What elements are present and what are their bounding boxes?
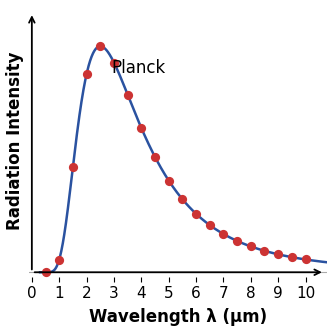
Y-axis label: Radiation Intensity: Radiation Intensity [6, 52, 24, 230]
Point [125, 92, 130, 97]
Point [139, 125, 144, 130]
Point [248, 244, 253, 249]
Point [98, 43, 103, 49]
Point [303, 257, 308, 262]
Point [289, 255, 294, 260]
Point [70, 164, 76, 170]
Point [153, 154, 158, 160]
Point [180, 197, 185, 202]
Point [84, 71, 89, 77]
Point [275, 252, 281, 257]
Point [234, 238, 240, 244]
Point [166, 178, 171, 183]
Point [221, 231, 226, 237]
Point [111, 60, 117, 65]
Point [57, 257, 62, 262]
Text: Planck: Planck [111, 59, 166, 77]
Point [262, 248, 267, 253]
X-axis label: Wavelength λ (μm): Wavelength λ (μm) [89, 308, 267, 326]
Point [193, 211, 199, 216]
Point [207, 222, 212, 228]
Point [43, 270, 48, 275]
